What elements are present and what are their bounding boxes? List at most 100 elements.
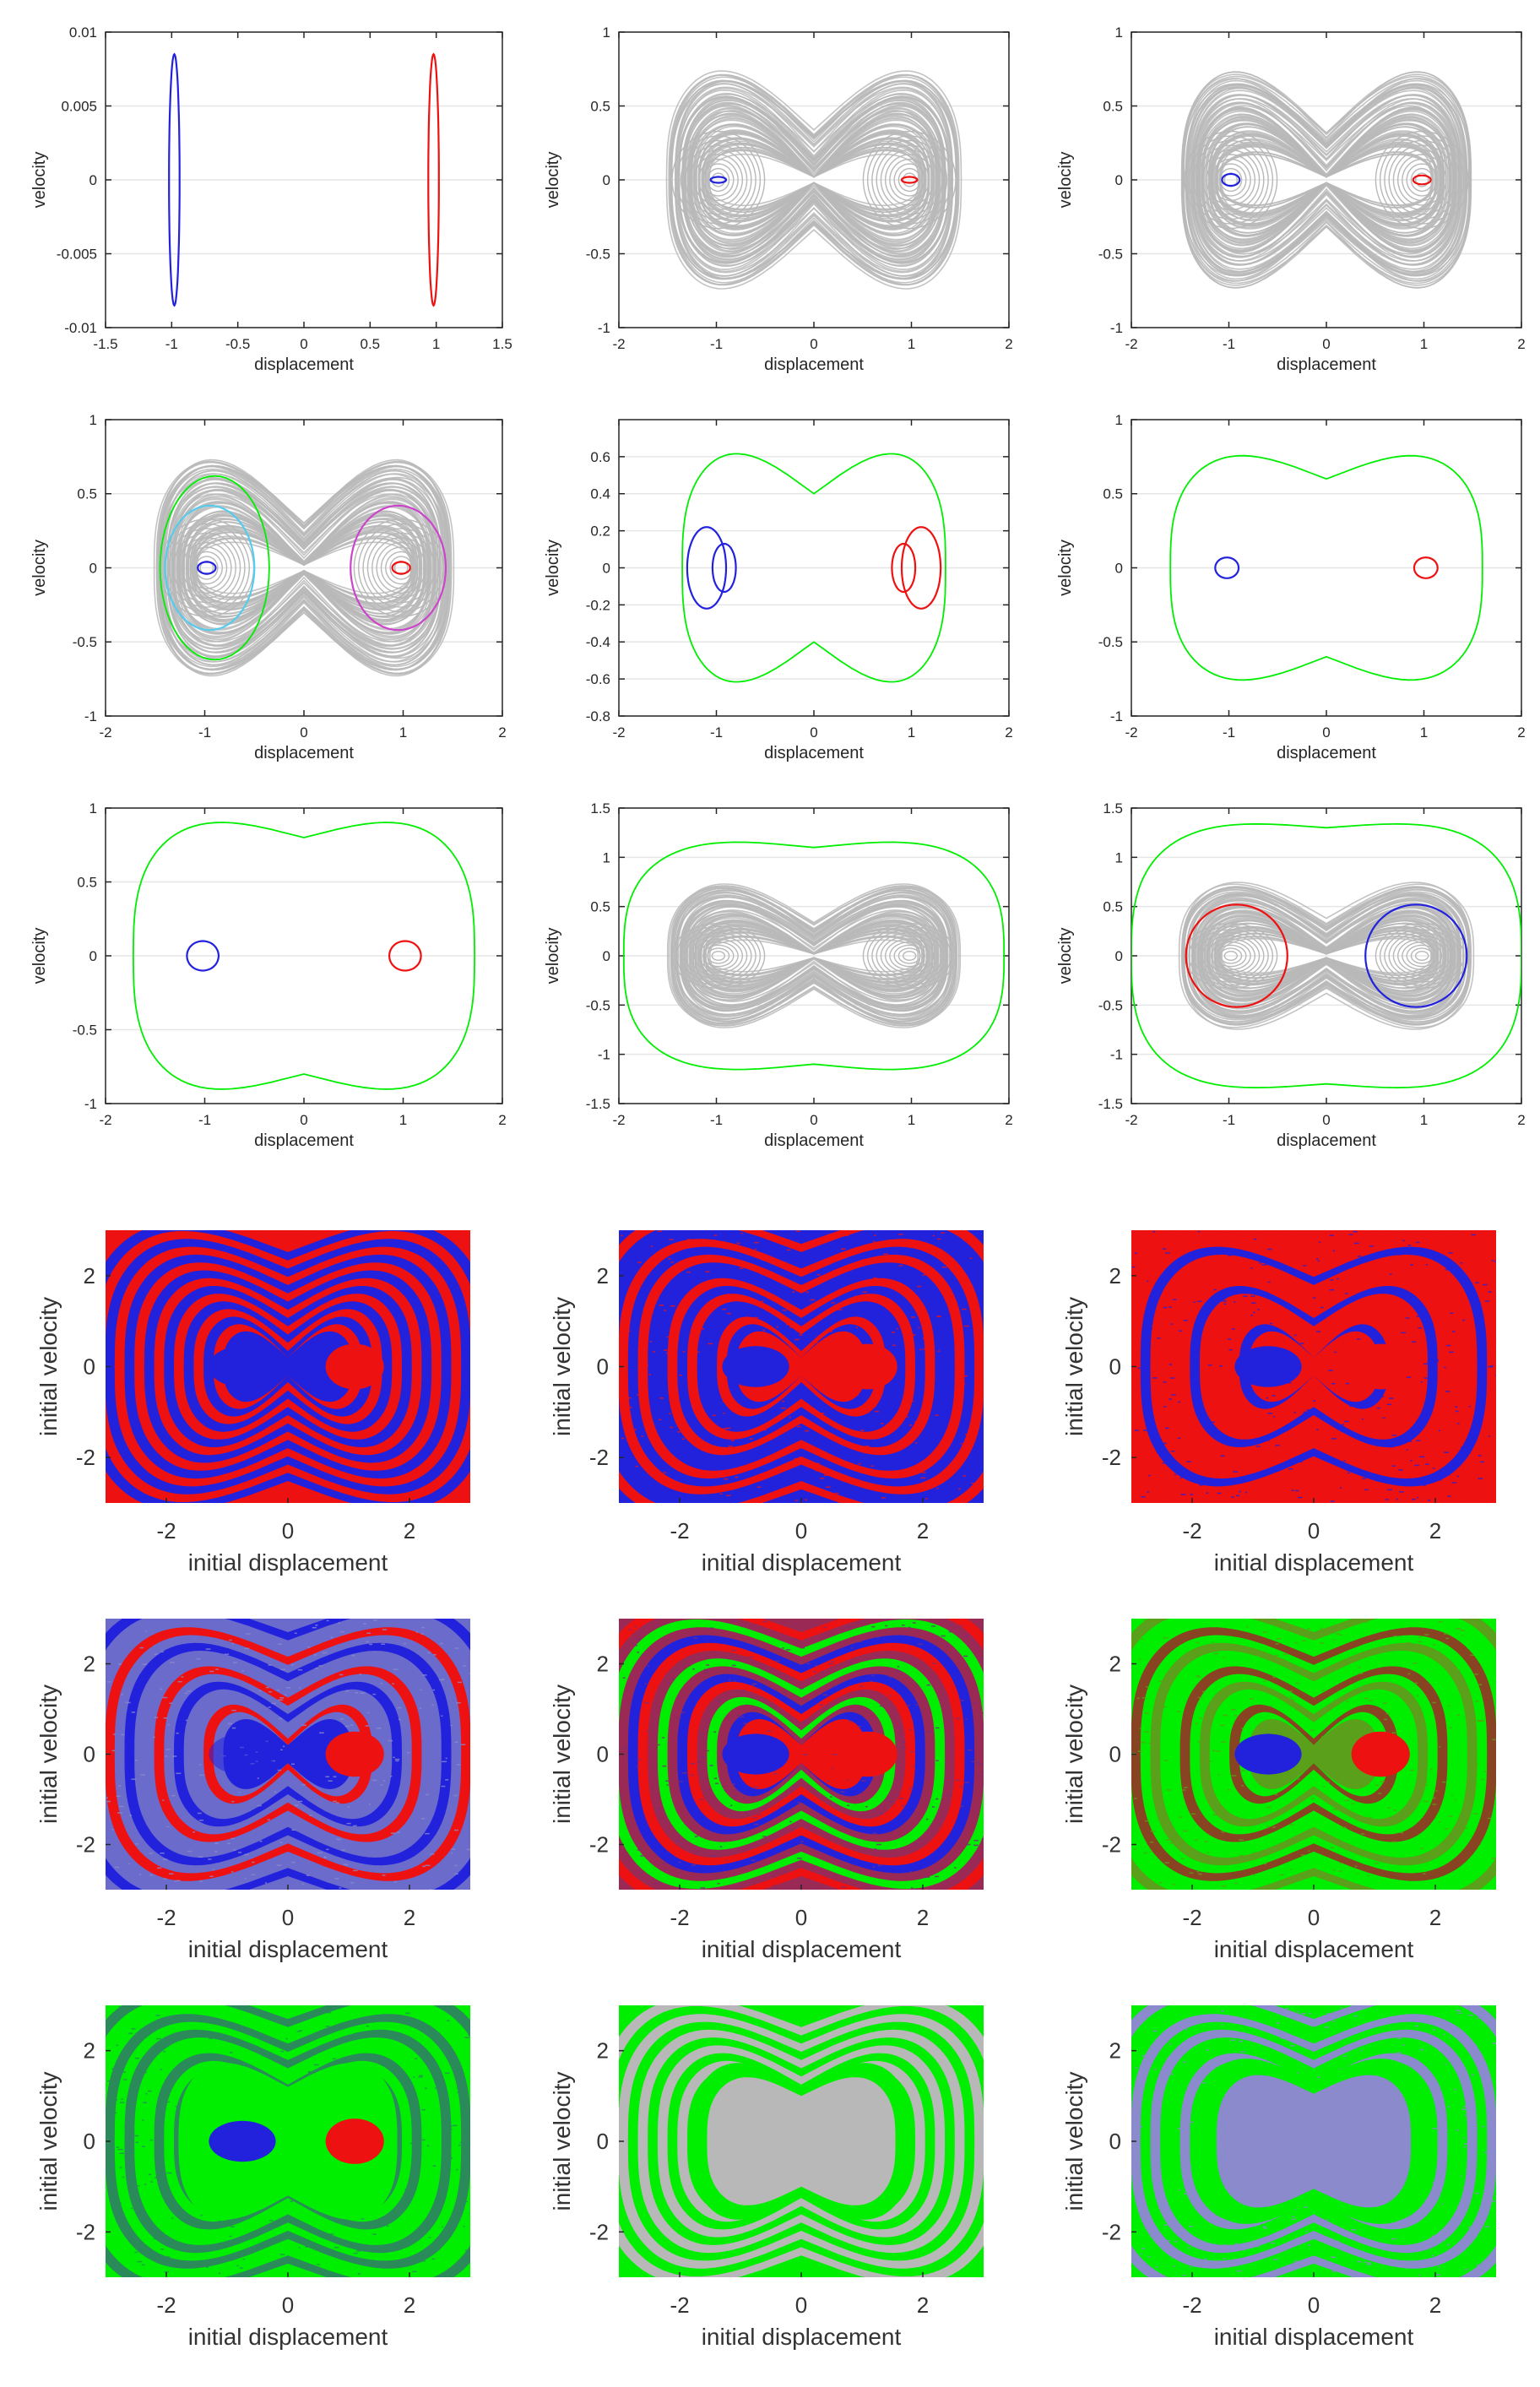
basin-speckle bbox=[937, 1350, 941, 1352]
basin-speckle bbox=[1164, 1862, 1170, 1863]
basin-speckle bbox=[662, 1765, 667, 1767]
basin-speckle bbox=[131, 1778, 137, 1780]
basin-speckle bbox=[1266, 1806, 1272, 1809]
basin-speckle bbox=[1136, 1697, 1140, 1700]
y-tick-label: 0 bbox=[1115, 560, 1123, 576]
basin-speckle bbox=[454, 1647, 459, 1649]
basin-speckle bbox=[279, 1842, 283, 1843]
basin-speckle bbox=[767, 1309, 772, 1310]
basin-speckle bbox=[1468, 2015, 1473, 2016]
basin-speckle bbox=[1165, 1252, 1170, 1254]
trajectory-line bbox=[880, 149, 939, 211]
basin-speckle bbox=[116, 2044, 119, 2047]
trajectory-line bbox=[1216, 138, 1437, 222]
basin-speckle bbox=[1416, 1310, 1420, 1313]
y-tick-label: 1 bbox=[1115, 412, 1123, 428]
basin-speckle bbox=[468, 2034, 470, 2036]
blue-orbit bbox=[1214, 556, 1240, 579]
basin-speckle bbox=[781, 1319, 784, 1321]
basin-speckle bbox=[1454, 1798, 1456, 1801]
basin-speckle bbox=[1286, 2268, 1288, 2270]
basin-speckle bbox=[743, 1722, 748, 1725]
basin-speckle bbox=[885, 1625, 888, 1627]
basin-speckle bbox=[1343, 2050, 1348, 2052]
basin-speckle bbox=[790, 1812, 793, 1815]
green-orbit bbox=[681, 453, 946, 683]
basin-speckle bbox=[941, 1635, 946, 1637]
basin-speckle bbox=[1488, 1291, 1492, 1293]
basin-speckle bbox=[775, 1660, 780, 1663]
basin-speckle bbox=[876, 1636, 880, 1638]
basin-speckle bbox=[301, 1883, 305, 1885]
basin-speckle bbox=[119, 2152, 125, 2154]
basin-speckle bbox=[782, 1310, 787, 1311]
basin-speckle bbox=[1476, 2017, 1479, 2020]
basin-speckle bbox=[1483, 1377, 1486, 1379]
basin-speckle bbox=[1385, 1686, 1389, 1688]
x-tick-label: 1 bbox=[432, 336, 440, 352]
basin-speckle bbox=[1431, 2235, 1436, 2238]
basin-speckle bbox=[719, 1846, 723, 1847]
trajectory-line bbox=[1379, 925, 1465, 986]
trajectory-line bbox=[1188, 925, 1274, 986]
basin-speckle bbox=[1444, 1451, 1449, 1453]
basin-speckle bbox=[163, 1878, 167, 1880]
basin-speckle bbox=[1272, 1826, 1276, 1828]
basin-speckle bbox=[921, 1472, 926, 1473]
basin-speckle bbox=[896, 1670, 902, 1672]
basin-speckle bbox=[135, 1843, 138, 1845]
basin-speckle bbox=[1435, 1360, 1439, 1362]
basin-speckle bbox=[641, 1872, 644, 1874]
basin-speckle bbox=[121, 1694, 124, 1695]
mixed-basin bbox=[1216, 2075, 1412, 2208]
y-tick-label: 0 bbox=[1109, 2129, 1121, 2154]
basin-speckle bbox=[880, 1489, 885, 1491]
basin-speckle bbox=[871, 1674, 875, 1677]
basin-speckle bbox=[1197, 1873, 1202, 1875]
basin-speckle bbox=[1353, 1242, 1359, 1245]
basin-speckle bbox=[736, 1259, 739, 1261]
basin-speckle bbox=[1178, 1330, 1182, 1332]
trajectory-line bbox=[168, 528, 246, 608]
basin-speckle bbox=[804, 1499, 808, 1500]
basin-speckle bbox=[646, 1364, 648, 1366]
axes-box bbox=[105, 419, 503, 717]
x-axis-label: displacement bbox=[1277, 1131, 1376, 1150]
basin-speckle bbox=[1207, 1760, 1212, 1762]
basin-speckle bbox=[670, 1385, 675, 1387]
basin-speckle bbox=[666, 1639, 670, 1641]
basin-speckle bbox=[123, 2079, 127, 2080]
basin-speckle bbox=[1425, 1264, 1428, 1266]
trajectory-line bbox=[893, 944, 925, 968]
basin-speckle bbox=[355, 1691, 359, 1694]
basin-speckle bbox=[381, 1643, 385, 1645]
basin-speckle bbox=[1420, 1381, 1423, 1383]
basin-speckle bbox=[628, 1629, 632, 1630]
basin-speckle bbox=[395, 1760, 399, 1762]
basin-speckle bbox=[945, 1645, 948, 1647]
basin-speckle bbox=[419, 1707, 421, 1709]
basin-speckle bbox=[163, 2050, 166, 2053]
basin-speckle bbox=[1230, 2039, 1235, 2041]
basin-speckle bbox=[1332, 1250, 1335, 1252]
trajectory-line bbox=[686, 107, 941, 252]
basin-speckle bbox=[819, 1704, 824, 1706]
y-tick-label: 0 bbox=[603, 172, 610, 188]
basin-speckle bbox=[1297, 1457, 1299, 1458]
basin-speckle bbox=[1295, 1878, 1300, 1880]
basin-speckle bbox=[1219, 1365, 1223, 1367]
basin-speckle bbox=[446, 2020, 450, 2021]
basin-speckle bbox=[160, 2069, 162, 2070]
basin-speckle bbox=[670, 1305, 675, 1307]
y-tick-label: 2 bbox=[597, 1263, 609, 1288]
basin-speckle bbox=[776, 1326, 778, 1328]
basin-speckle bbox=[1393, 1809, 1397, 1811]
basin-speckle bbox=[731, 1281, 734, 1283]
basin-speckle bbox=[420, 2139, 426, 2141]
y-tick-label: 0 bbox=[84, 2129, 95, 2154]
y-tick-label: -2 bbox=[589, 1832, 609, 1858]
trajectory-line bbox=[671, 922, 766, 990]
basin-speckle bbox=[119, 2202, 122, 2204]
basin-speckle bbox=[1451, 1331, 1456, 1332]
basin-speckle bbox=[119, 2167, 122, 2168]
